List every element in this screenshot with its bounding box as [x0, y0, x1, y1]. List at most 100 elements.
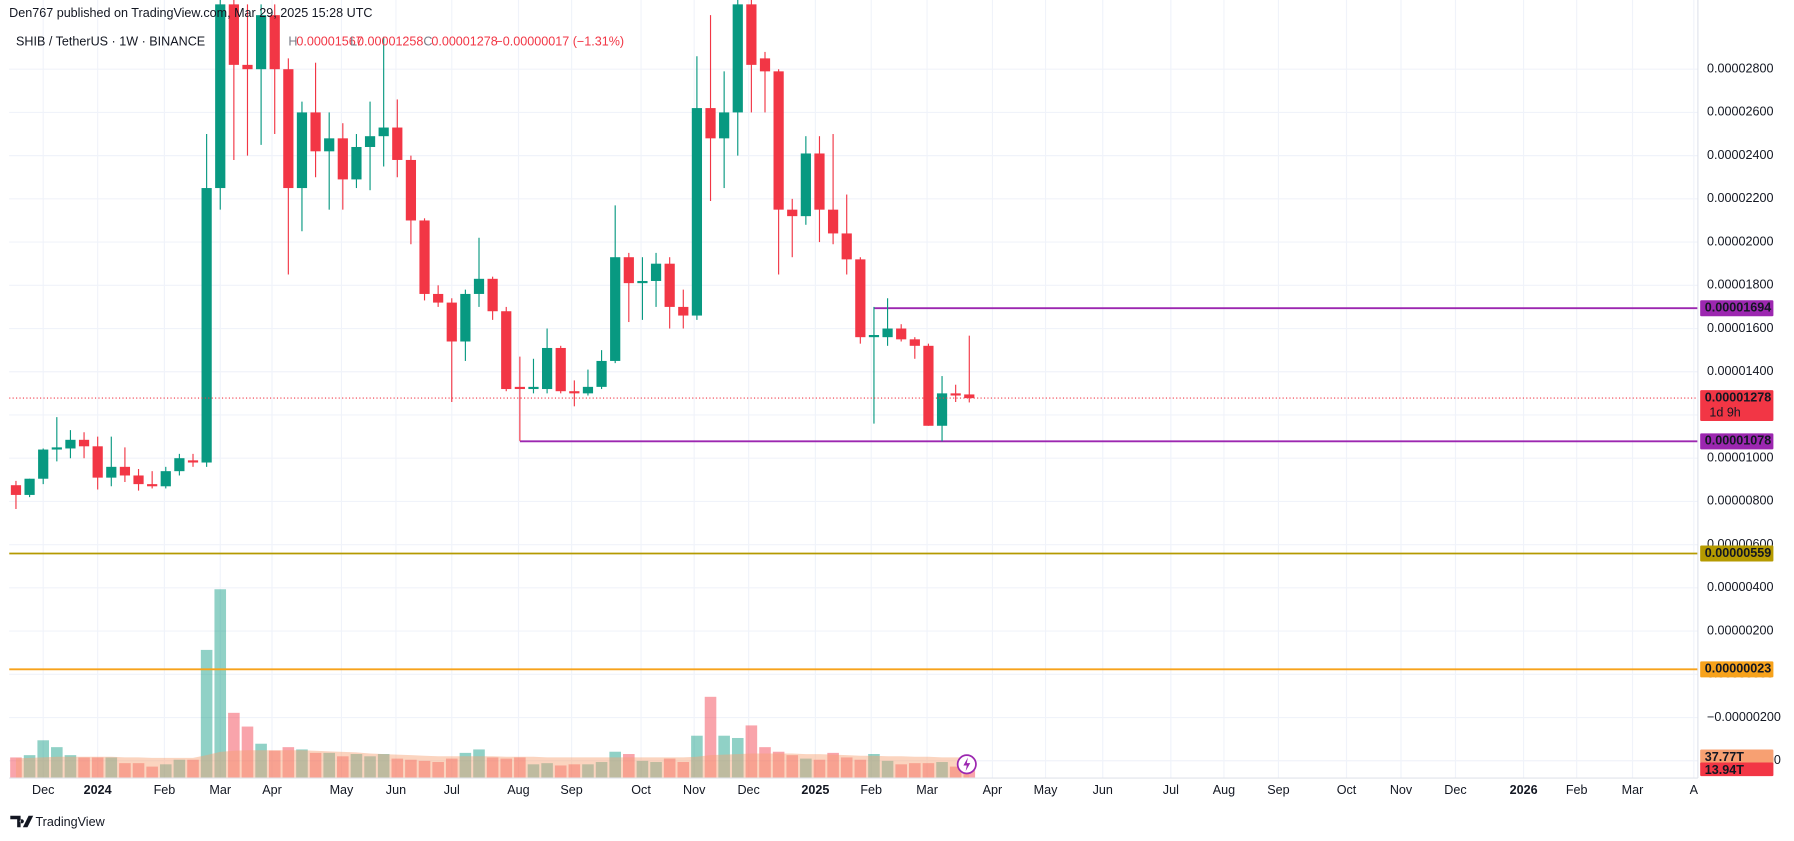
volume-bar: [187, 759, 199, 779]
candle-body: [364, 136, 376, 147]
candle-body: [705, 108, 716, 139]
candle-body: [78, 439, 90, 447]
candle-body: [296, 112, 308, 189]
volume-bar: [309, 752, 322, 779]
candle-body: [65, 439, 76, 449]
candle-body: [201, 188, 212, 463]
volume-bar: [10, 757, 22, 779]
volume-bar: [37, 740, 49, 779]
candle-body: [119, 466, 131, 476]
volume-bar: [527, 764, 540, 779]
x-tick-label: Jul: [1163, 783, 1179, 797]
symbol-title: SHIB / TetherUS · 1W · BINANCE: [16, 35, 205, 49]
candle-body: [106, 466, 117, 478]
axes: 0.00002800 0.00002600 0.00002400 0.00002200…: [32, 62, 1781, 797]
volume-bar: [963, 770, 976, 779]
x-tick-label: Apr: [262, 783, 282, 797]
candle-body: [950, 393, 961, 396]
level-label: 0.00001694: [1705, 301, 1771, 315]
x-tick-label: Jul: [444, 783, 460, 797]
x-tick-label: Dec: [737, 783, 759, 797]
candle-body: [841, 233, 852, 260]
candle-body: [269, 15, 280, 70]
x-tick-label: Feb: [1566, 783, 1588, 797]
candle-body: [650, 263, 662, 281]
level-label: 0.00000023: [1705, 662, 1771, 676]
candle-body: [923, 345, 934, 426]
x-tick-label: Aug: [1213, 783, 1235, 797]
candle-body: [473, 278, 485, 294]
x-tick-label: A: [1690, 783, 1699, 797]
x-tick-label: Mar: [916, 783, 938, 797]
volume-label-box: [1700, 762, 1774, 777]
candle-body: [242, 64, 253, 70]
volume-bar: [473, 749, 485, 779]
candle-body: [637, 280, 648, 284]
volume-bar: [500, 758, 513, 779]
volume-bar: [296, 749, 308, 779]
x-tick-label: Dec: [32, 783, 54, 797]
candle-body: [800, 153, 811, 217]
candle-body: [623, 257, 634, 284]
volume-bar: [350, 754, 363, 779]
level-label-box: [1700, 433, 1774, 450]
volume-bar: [486, 757, 499, 779]
candle-body: [351, 146, 362, 180]
volume-bar: [241, 726, 254, 779]
volume-bar: [813, 759, 826, 779]
x-tick-label: Feb: [154, 783, 176, 797]
candle-body: [460, 293, 471, 342]
candle-body: [160, 471, 171, 487]
publisher-note: Den767 published on TradingView.com, Mar…: [9, 6, 372, 20]
x-tick-label: Feb: [860, 783, 882, 797]
volume-label: 13.94T: [1705, 763, 1744, 777]
legend-change: −0.00000017 (−1.31%): [495, 35, 624, 49]
y-tick-label: 0.00000400: [1707, 580, 1773, 594]
volume-bar: [704, 696, 717, 779]
candle-body: [732, 4, 743, 113]
volume-bar: [282, 747, 295, 779]
candle-body: [541, 347, 553, 390]
x-tick-label: 2024: [84, 783, 112, 797]
volume-bar: [541, 763, 553, 779]
volume-bar: [323, 752, 335, 779]
volume-bar: [377, 754, 390, 779]
last-price-label: 0.00001278: [1705, 390, 1771, 404]
candle-body: [759, 58, 771, 72]
legend-value: 0.00001567: [296, 35, 362, 49]
volume-bar: [418, 760, 431, 779]
candle-body: [514, 386, 525, 390]
y-tick-label: 0.00002000: [1707, 234, 1773, 248]
candle-body: [555, 347, 566, 392]
volume-bar: [405, 759, 417, 779]
volume-bar: [214, 589, 227, 779]
candle-body: [827, 209, 839, 234]
volume-ma-label: 37.77T: [1705, 750, 1744, 764]
y-tick-label: −0.00000200: [1707, 710, 1781, 724]
volume-bar: [691, 735, 703, 779]
lightning-icon[interactable]: [956, 754, 977, 775]
x-tick-label: Jun: [1093, 783, 1113, 797]
x-tick-label: 2026: [1510, 783, 1538, 797]
brand-name: TradingView: [35, 815, 105, 829]
volume-bar: [459, 752, 472, 779]
x-tick-label: May: [1034, 783, 1058, 797]
level-label-box: [1700, 300, 1774, 317]
volume-bar: [677, 762, 690, 779]
candle-body: [310, 112, 321, 152]
volume-bar: [840, 757, 853, 779]
volume-ma-label-box: [1700, 749, 1774, 766]
candle-body: [24, 478, 35, 495]
volume-bar: [23, 755, 36, 779]
level-label: 0.00000559: [1705, 546, 1771, 560]
legend: SHIB / TetherUS · 1W · BINANCE H 0.00001…: [16, 35, 624, 49]
x-tick-label: Mar: [1622, 783, 1644, 797]
candle-body: [868, 335, 880, 338]
candle-body: [147, 484, 158, 487]
candle-body: [773, 71, 784, 210]
volume-bar: [119, 763, 131, 779]
x-tick-label: Nov: [1390, 783, 1413, 797]
candle-body: [855, 259, 866, 338]
